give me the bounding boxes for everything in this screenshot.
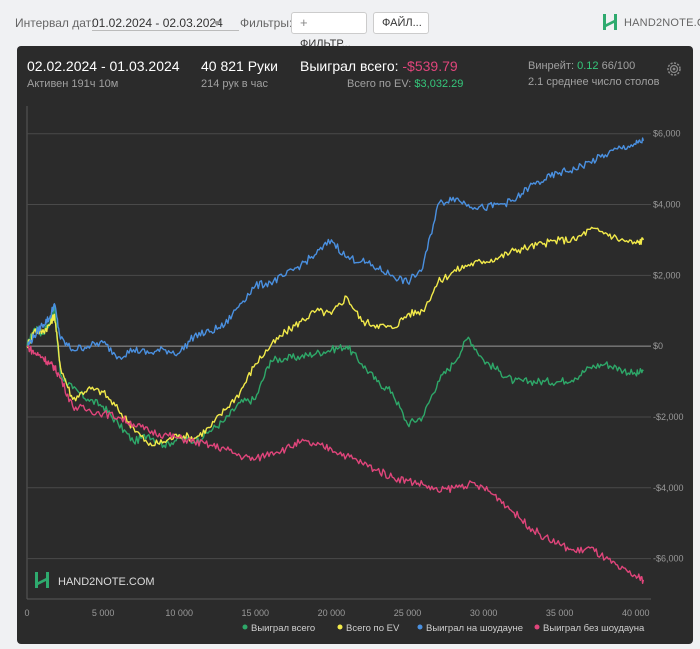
file-button[interactable]: ФАЙЛ... — [373, 12, 429, 34]
legend-item[interactable]: Выиграл на шоудауне — [417, 623, 524, 634]
series-line — [26, 226, 645, 447]
x-tick-label: 40 000 — [622, 608, 650, 618]
won-total-value: -$539.79 — [402, 58, 458, 74]
chevron-down-icon[interactable] — [213, 21, 221, 26]
legend-label: Выиграл на шоудауне — [426, 623, 523, 634]
watermark-logo-icon — [35, 572, 49, 588]
date-range-dropdown[interactable]: 01.02.2024 - 02.03.2024 — [92, 16, 239, 31]
x-tick-labels: 0 5 000 10 000 15 000 20 000 25 000 30 000 35 0… — [24, 608, 649, 618]
date-range-label: Интервал дат: — [15, 16, 95, 30]
x-tick-label: 5 000 — [92, 608, 115, 618]
ev-total: Всего по EV: $3,032.29 — [347, 78, 463, 90]
x-tick-label: 30 000 — [470, 608, 498, 618]
y-tick-label: $0 — [653, 341, 663, 351]
legend: Выиграл всего Всего по EV Выиграл на шоуда… — [242, 623, 646, 634]
won-total-label: Выиграл всего: — [300, 58, 399, 74]
legend-marker — [534, 624, 540, 630]
filters-label: Фильтры: — [240, 16, 293, 30]
legend-marker — [242, 624, 248, 630]
y-tick-label: $6,000 — [653, 129, 681, 139]
series-line — [27, 345, 645, 584]
x-tick-label: 15 000 — [242, 608, 270, 618]
period-text: 02.02.2024 - 01.03.2024 — [27, 58, 180, 74]
y-tick-labels: $6,000 $4,000 $2,000 $0 -$2,000 -$4,000 -$6,00… — [653, 129, 684, 564]
watermark-text: HAND2NOTE.COM — [58, 576, 155, 588]
hand2note-logo-icon — [603, 14, 617, 30]
ev-total-value: $3,032.29 — [414, 78, 464, 90]
active-time: Активен 191ч 10м — [27, 78, 119, 90]
x-tick-label: 0 — [24, 608, 29, 618]
winrate-extra: 66/100 — [601, 60, 636, 72]
top-toolbar: Интервал дат: 01.02.2024 - 02.03.2024 Фи… — [0, 0, 700, 50]
line-chart: $6,000 $4,000 $2,000 $0 -$2,000 -$4,000 -$6,00… — [24, 106, 684, 634]
legend-label: Выиграл всего — [251, 623, 315, 634]
legend-marker — [337, 624, 343, 630]
legend-item[interactable]: Всего по EV — [337, 623, 400, 634]
logo-text: HAND2NOTE.COM — [624, 17, 700, 29]
hands-rate: 214 рук в час — [201, 78, 269, 90]
y-tick-label: $2,000 — [653, 270, 681, 280]
grid-lines — [26, 106, 651, 600]
legend-item[interactable]: Выиграл всего — [242, 623, 316, 634]
legend-marker — [417, 624, 423, 630]
chart-watermark: HAND2NOTE.COM — [35, 572, 155, 588]
series-line — [26, 305, 644, 449]
filter-button[interactable]: + ФИЛЬТР... — [291, 12, 367, 50]
legend-item[interactable]: Выиграл без шоудауна — [534, 623, 646, 634]
legend-label: Всего по EV — [346, 623, 400, 634]
hands-count: 40 821 Руки — [201, 58, 278, 74]
x-tick-label: 10 000 — [165, 608, 193, 618]
series-line — [26, 137, 645, 360]
gear-icon[interactable] — [665, 60, 683, 78]
plus-icon: + — [300, 15, 308, 30]
y-tick-label: -$2,000 — [653, 412, 684, 422]
y-tick-label: -$4,000 — [653, 483, 684, 493]
y-tick-label: -$6,000 — [653, 554, 684, 564]
x-tick-label: 20 000 — [318, 608, 346, 618]
avg-tables: 2.1 среднее число столов — [528, 76, 660, 88]
x-tick-label: 25 000 — [394, 608, 422, 618]
winrate-label: Винрейт: — [528, 60, 575, 72]
winrate-value: 0.12 — [577, 60, 599, 72]
winrate: Винрейт: 0.12 66/100 — [528, 60, 635, 72]
graph-panel: 02.02.2024 - 01.03.2024 Активен 191ч 10м… — [17, 46, 693, 644]
y-tick-label: $4,000 — [653, 200, 681, 210]
file-button-label: ФАЙЛ... — [382, 17, 422, 29]
x-tick-label: 35 000 — [546, 608, 574, 618]
legend-label: Выиграл без шоудауна — [543, 623, 645, 634]
series-lines — [26, 137, 645, 584]
ev-total-label: Всего по EV: — [347, 78, 412, 90]
won-total: Выиграл всего: -$539.79 — [300, 58, 458, 74]
